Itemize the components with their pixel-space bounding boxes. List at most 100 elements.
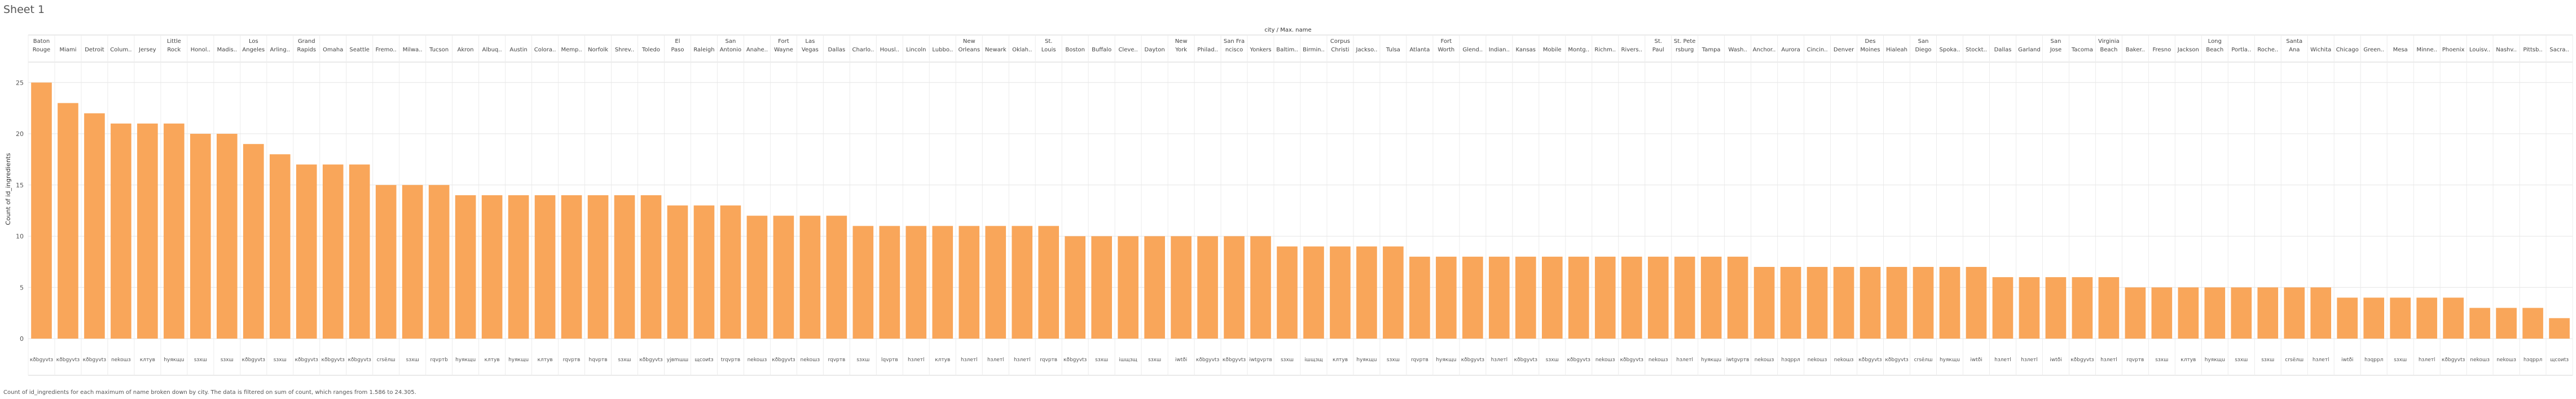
- bar: [879, 226, 900, 339]
- bar: [932, 226, 953, 339]
- name-label: hзлетl: [961, 357, 978, 363]
- name-label: hуякщu: [455, 357, 476, 363]
- city-label: Austin: [509, 47, 527, 53]
- city-label: St. Pete: [1674, 38, 1696, 45]
- city-label: Denver: [1834, 47, 1854, 53]
- bar: [1621, 256, 1642, 339]
- bar: [2469, 308, 2490, 339]
- bar: [773, 216, 794, 339]
- name-label: клтyв: [1333, 357, 1348, 363]
- name-label: iwtði: [1970, 357, 1982, 363]
- name-label: щсоиtз: [2550, 357, 2569, 363]
- city-label: Diego: [1915, 47, 1931, 53]
- name-label: nekoшз: [1649, 357, 1668, 363]
- chart-caption: Count of id_ingredients for each maximum…: [3, 389, 416, 396]
- bar: [1886, 266, 1907, 339]
- bar: [2151, 287, 2173, 339]
- name-label: trqvpтв: [721, 357, 740, 363]
- name-label: hуякщu: [1356, 357, 1377, 363]
- bar: [428, 185, 450, 339]
- bar: [2390, 297, 2411, 339]
- name-label: клтyв: [538, 357, 553, 363]
- name-label: hзqpрл: [2364, 357, 2383, 363]
- city-label: New: [1175, 38, 1188, 45]
- city-label: Yonkers: [1249, 47, 1271, 53]
- name-label: hзqpрл: [1781, 357, 1800, 363]
- city-label: Buffalo: [1092, 47, 1111, 53]
- city-label: Honol..: [191, 47, 210, 53]
- bar: [534, 195, 556, 339]
- city-label: Fresno: [2152, 47, 2171, 53]
- bar: [1462, 256, 1483, 339]
- city-label: Garland: [2018, 47, 2041, 53]
- city-label: Tacoma: [2071, 47, 2093, 53]
- city-label: Miami: [59, 47, 76, 53]
- city-label: Baltim..: [1276, 47, 1298, 53]
- name-label: nekoшз: [2470, 357, 2490, 363]
- y-tick-label: 25: [16, 79, 24, 86]
- name-label: sзxш: [1281, 357, 1294, 363]
- city-label: Las: [805, 38, 815, 45]
- city-label: Memp..: [561, 47, 582, 53]
- bar: [614, 195, 635, 339]
- bar: [959, 226, 980, 339]
- name-label: rqvpтв: [828, 357, 845, 363]
- name-label: sзxш: [618, 357, 631, 363]
- bar: [985, 226, 1006, 339]
- bar: [1356, 246, 1377, 339]
- bar: [1674, 256, 1695, 339]
- bar: [1860, 266, 1881, 339]
- city-label: Kansas: [1516, 47, 1536, 53]
- name-label: hзлетl: [2100, 357, 2117, 363]
- name-label: hзлетl: [1491, 357, 1508, 363]
- city-label: Colum..: [110, 47, 131, 53]
- city-label: Jersey: [138, 47, 156, 53]
- name-label: rqvpтb: [430, 357, 449, 363]
- name-label: кðbgyvtз: [1063, 357, 1087, 363]
- bar: [2443, 297, 2464, 339]
- name-label: hуякщu: [1701, 357, 1721, 363]
- name-label: hуякщu: [164, 357, 184, 363]
- name-label: sзxш: [194, 357, 207, 363]
- city-label: Ana: [2289, 47, 2300, 53]
- name-label: hзлетl: [2419, 357, 2436, 363]
- name-label: nekoшз: [1834, 357, 1854, 363]
- city-label: Stockt..: [1966, 47, 1987, 53]
- name-label: sзxш: [1546, 357, 1559, 363]
- y-axis-title: Count of id_ingredients: [5, 153, 12, 225]
- city-label: Shrev..: [615, 47, 634, 53]
- name-label: sзxш: [2155, 357, 2168, 363]
- city-label: Akron: [458, 47, 474, 53]
- name-label: hзлетl: [1014, 357, 1031, 363]
- city-label: Omaha: [323, 47, 343, 53]
- city-label: Mesa: [2393, 47, 2408, 53]
- city-label: San: [2050, 38, 2061, 45]
- bar: [190, 134, 211, 339]
- bar: [322, 164, 344, 339]
- name-label: hзлетl: [2021, 357, 2038, 363]
- city-label: Arling..: [270, 47, 291, 53]
- city-label: Minne..: [2416, 47, 2437, 53]
- bar: [1303, 246, 1324, 339]
- name-label: nekoшз: [111, 357, 131, 363]
- chart-frame: [28, 34, 2573, 376]
- bar: [1753, 266, 1775, 339]
- name-label: кðbgyvtз: [772, 357, 795, 363]
- name-label: rqvpтв: [2126, 357, 2144, 363]
- city-label: Rock: [167, 47, 181, 53]
- name-label: hуякщu: [1436, 357, 1456, 363]
- name-label: кðbgyvtз: [1858, 357, 1882, 363]
- city-label: Charlo..: [852, 47, 874, 53]
- city-label: Phoenix: [2442, 47, 2465, 53]
- bar: [1330, 246, 1351, 339]
- bar: [1992, 277, 2014, 339]
- city-label: Montg..: [1568, 47, 1589, 53]
- name-label: hуякщu: [508, 357, 529, 363]
- city-label: Dayton: [1145, 47, 1165, 53]
- name-label: уjвmшш: [667, 357, 688, 363]
- city-label: Jackso..: [1356, 47, 1378, 53]
- bar: [2072, 277, 2093, 339]
- bar: [1383, 246, 1404, 339]
- city-label: Fort: [1441, 38, 1452, 45]
